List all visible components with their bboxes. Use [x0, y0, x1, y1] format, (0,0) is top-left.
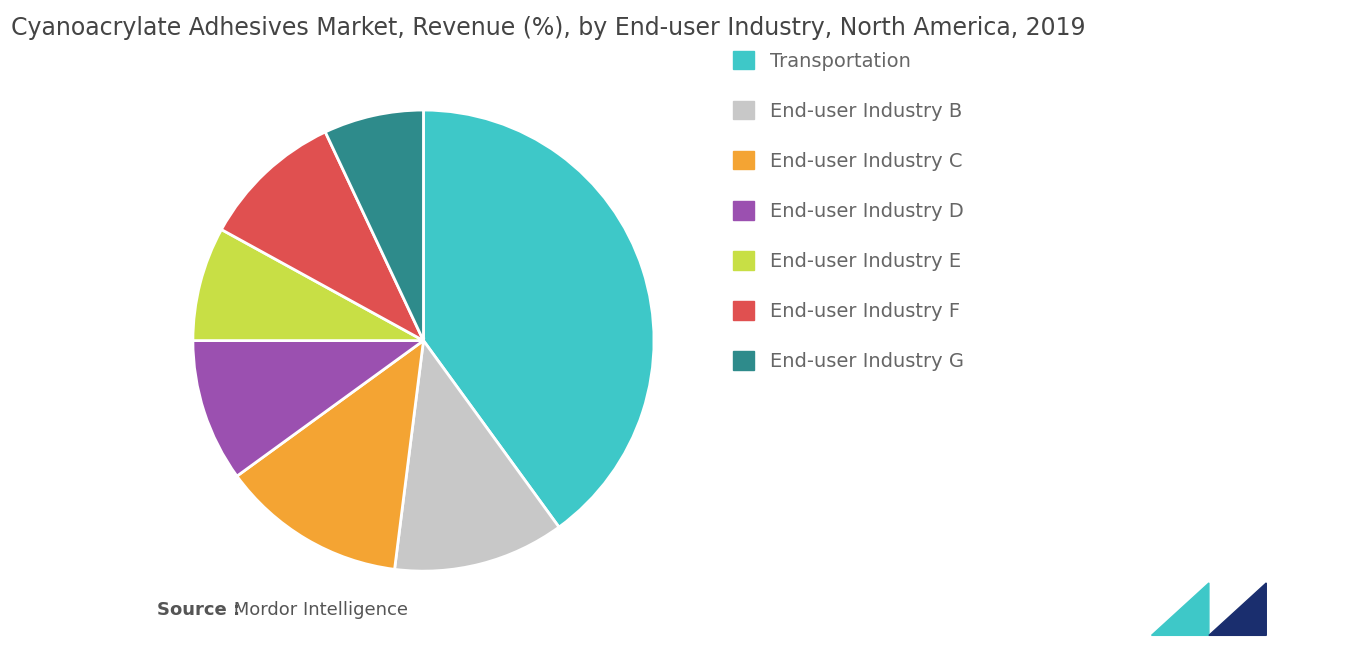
Wedge shape [395, 341, 559, 571]
Wedge shape [236, 341, 423, 569]
Text: Mordor Intelligence: Mordor Intelligence [228, 601, 408, 619]
Wedge shape [423, 110, 654, 527]
Text: Cyanoacrylate Adhesives Market, Revenue (%), by End-user Industry, North America: Cyanoacrylate Adhesives Market, Revenue … [11, 16, 1086, 41]
Text: Source :: Source : [157, 601, 240, 619]
Wedge shape [221, 132, 423, 341]
Polygon shape [1152, 583, 1209, 635]
Wedge shape [325, 110, 423, 341]
Polygon shape [1209, 583, 1266, 635]
Legend: Transportation, End-user Industry B, End-user Industry C, End-user Industry D, E: Transportation, End-user Industry B, End… [734, 50, 964, 371]
Wedge shape [193, 341, 423, 476]
Wedge shape [193, 229, 423, 341]
